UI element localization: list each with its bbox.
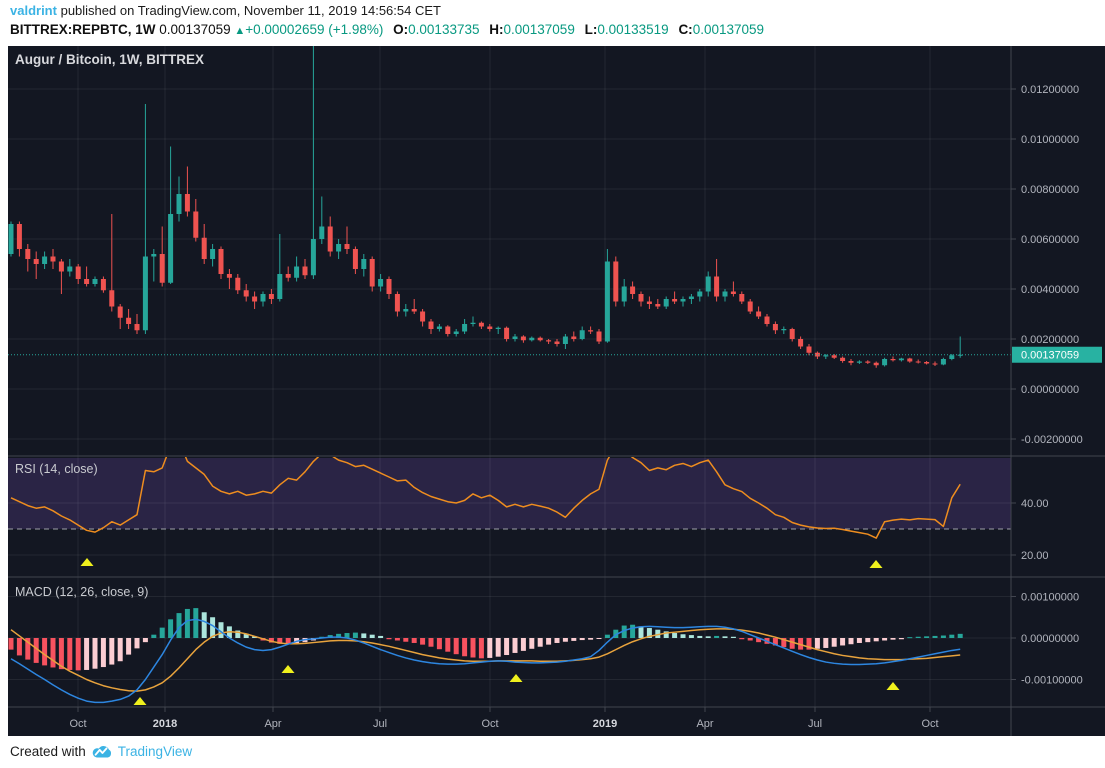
- publish-header: valdrint published on TradingView.com, N…: [10, 2, 764, 41]
- close-value: 0.00137059: [692, 22, 765, 37]
- close-label: C:: [678, 22, 693, 37]
- symbol-label: BITTREX:REPBTC, 1W: [10, 22, 156, 37]
- chart-region[interactable]: 0.01200000 0.01000000 0.00800000 0.00600000…: [8, 46, 1105, 736]
- current-price-tag: 0.00137059: [1012, 346, 1102, 363]
- low-value: 0.00133519: [597, 22, 669, 37]
- macd-layer: [8, 608, 963, 704]
- candles-layer: [8, 46, 963, 368]
- svg-text:Oct: Oct: [69, 718, 86, 730]
- last-price: 0.00137059: [159, 22, 231, 37]
- svg-text:0.00137059: 0.00137059: [1021, 350, 1079, 362]
- triangle-up-marker: [509, 674, 523, 682]
- created-with-label: Created with: [10, 743, 86, 759]
- tradingview-link[interactable]: TradingView: [117, 743, 193, 759]
- svg-text:-0.00200000: -0.00200000: [1021, 434, 1083, 446]
- svg-text:Jul: Jul: [373, 718, 387, 730]
- svg-text:0.00100000: 0.00100000: [1021, 592, 1079, 604]
- svg-text:0.01200000: 0.01200000: [1021, 84, 1079, 96]
- svg-text:Jul: Jul: [808, 718, 822, 730]
- author-link[interactable]: valdrint: [10, 3, 57, 18]
- publish-text: published on TradingView.com, November 1…: [60, 3, 441, 18]
- pane-separators: [8, 46, 1105, 736]
- svg-text:0.00200000: 0.00200000: [1021, 334, 1079, 346]
- svg-text:0.00600000: 0.00600000: [1021, 234, 1079, 246]
- svg-text:40.00: 40.00: [1021, 498, 1049, 510]
- publish-byline: valdrint published on TradingView.com, N…: [10, 2, 764, 19]
- footer: Created with TradingView: [10, 740, 192, 762]
- svg-text:0.00800000: 0.00800000: [1021, 184, 1079, 196]
- svg-text:-0.00100000: -0.00100000: [1021, 675, 1083, 687]
- svg-text:Oct: Oct: [921, 718, 938, 730]
- svg-text:Oct: Oct: [481, 718, 498, 730]
- price-axis[interactable]: 0.01200000 0.01000000 0.00800000 0.00600000…: [1011, 84, 1083, 687]
- triangle-up-marker: [133, 697, 147, 705]
- gridlines: [8, 46, 1011, 707]
- macd-main-line: [10, 618, 961, 704]
- svg-text:0.01000000: 0.01000000: [1021, 134, 1079, 146]
- high-label: H:: [489, 22, 504, 37]
- triangle-up-marker: [281, 665, 295, 673]
- tradingview-logo-icon: [91, 744, 113, 759]
- svg-text:20.00: 20.00: [1021, 550, 1049, 562]
- triangle-up-marker: [869, 560, 883, 568]
- chart-canvas[interactable]: 0.01200000 0.01000000 0.00800000 0.00600000…: [8, 46, 1105, 736]
- triangle-up-marker: [80, 558, 94, 566]
- svg-text:0.00400000: 0.00400000: [1021, 284, 1079, 296]
- svg-text:0.00000000: 0.00000000: [1021, 384, 1079, 396]
- svg-text:2019: 2019: [593, 718, 617, 730]
- high-value: 0.00137059: [503, 22, 575, 37]
- svg-text:Apr: Apr: [696, 718, 713, 730]
- rsi-band: [8, 458, 1011, 529]
- triangle-up-marker: [886, 682, 900, 690]
- svg-text:0.00000000: 0.00000000: [1021, 633, 1079, 645]
- svg-text:Apr: Apr: [264, 718, 281, 730]
- open-label: O:: [393, 22, 409, 37]
- svg-text:2018: 2018: [153, 718, 177, 730]
- rsi-line: [10, 457, 961, 539]
- price-change: +0.00002659 (+1.98%): [245, 22, 384, 37]
- up-arrow-icon: ▲: [234, 25, 246, 37]
- open-value: 0.00133735: [408, 22, 480, 37]
- time-axis[interactable]: Oct 2018 Apr Jul Oct 2019 Apr Jul Oct: [69, 707, 939, 730]
- signal-markers: [80, 558, 900, 705]
- low-label: L:: [584, 22, 598, 37]
- symbol-info-bar: BITTREX:REPBTC, 1W 0.00137059 ▲+0.000026…: [10, 20, 764, 41]
